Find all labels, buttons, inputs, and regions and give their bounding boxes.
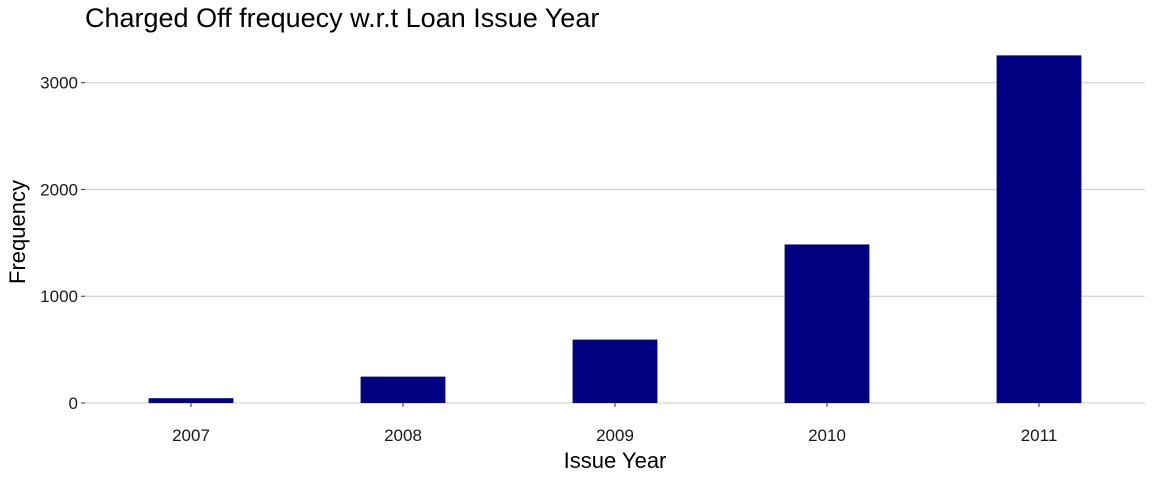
bar-2008: [360, 376, 446, 403]
bar-2007: [148, 398, 234, 403]
bar-2011: [996, 55, 1082, 404]
x-axis-title: Issue Year: [564, 448, 667, 473]
x-tick-label: 2011: [1021, 426, 1058, 445]
chart-title: Charged Off frequecy w.r.t Loan Issue Ye…: [85, 3, 599, 33]
y-tick-label: 2000: [40, 180, 78, 199]
bars: [148, 55, 1082, 404]
x-tick-label: 2007: [172, 426, 210, 445]
x-axis-ticks: 2007 2008 2009 2010 2011: [172, 403, 1057, 445]
y-axis-ticks: 0 1000 2000 3000: [40, 74, 85, 413]
y-tick-label: 1000: [40, 287, 78, 306]
y-tick-label: 3000: [40, 74, 78, 93]
bar-2009: [572, 339, 658, 403]
x-tick-label: 2008: [384, 426, 422, 445]
x-tick-label: 2010: [808, 426, 846, 445]
y-axis-title: Frequency: [5, 180, 30, 284]
bar-2010: [784, 244, 870, 403]
x-tick-label: 2009: [596, 426, 634, 445]
y-tick-label: 0: [69, 394, 78, 413]
